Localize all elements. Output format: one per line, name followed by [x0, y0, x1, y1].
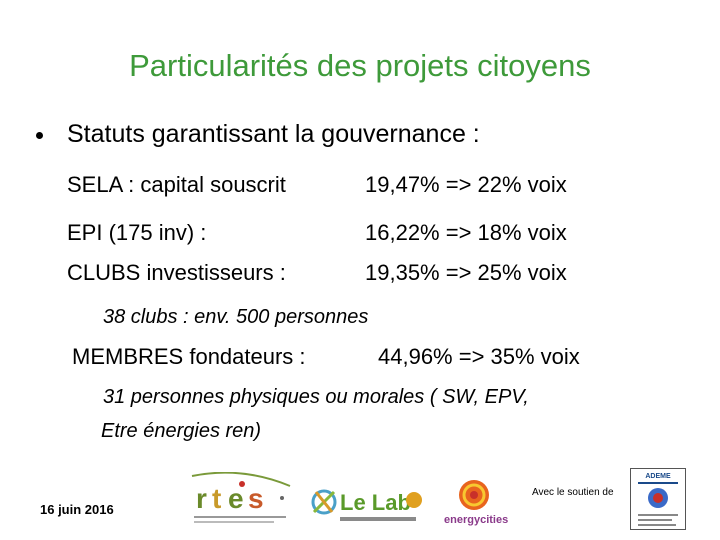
- row-value-epi: 16,22% => 18% voix: [365, 220, 567, 245]
- bullet-heading: Statuts garantissant la gouvernance :: [67, 120, 480, 148]
- svg-text:s: s: [248, 483, 264, 514]
- clubs-note: 38 clubs : env. 500 personnes: [103, 306, 369, 328]
- svg-text:Le Lab: Le Lab: [340, 490, 411, 515]
- membres-label: MEMBRES fondateurs :: [72, 344, 306, 369]
- svg-text:e: e: [228, 483, 244, 514]
- energycities-logo: energycities: [444, 480, 508, 526]
- row-label-clubs: CLUBS investisseurs :: [67, 260, 286, 285]
- rtes-logo: r t e s: [191, 472, 291, 523]
- membres-note-line2: Etre énergies ren): [101, 420, 262, 442]
- svg-text:ADEME: ADEME: [645, 473, 671, 480]
- footer-soutien: Avec le soutien de: [532, 487, 614, 498]
- membres-value: 44,96% => 35% voix: [378, 344, 580, 369]
- ademe-logo: ADEME: [630, 468, 686, 530]
- svg-text:r: r: [196, 483, 207, 514]
- footer-date: 16 juin 2016: [40, 502, 114, 517]
- membres-note-line1: 31 personnes physiques ou morales ( SW, …: [103, 386, 529, 408]
- slide-title: Particularités des projets citoyens: [129, 48, 591, 83]
- bullet-icon: [36, 132, 43, 139]
- svg-text:t: t: [212, 483, 221, 514]
- svg-text:energycities: energycities: [444, 514, 508, 526]
- row-value-clubs: 19,35% => 25% voix: [365, 260, 567, 285]
- lelab-logo: Le Lab: [311, 489, 422, 521]
- row-label-epi: EPI (175 inv) :: [67, 220, 207, 245]
- row-label-sela: SELA : capital souscrit: [67, 172, 286, 197]
- row-value-sela: 19,47% => 22% voix: [365, 172, 567, 197]
